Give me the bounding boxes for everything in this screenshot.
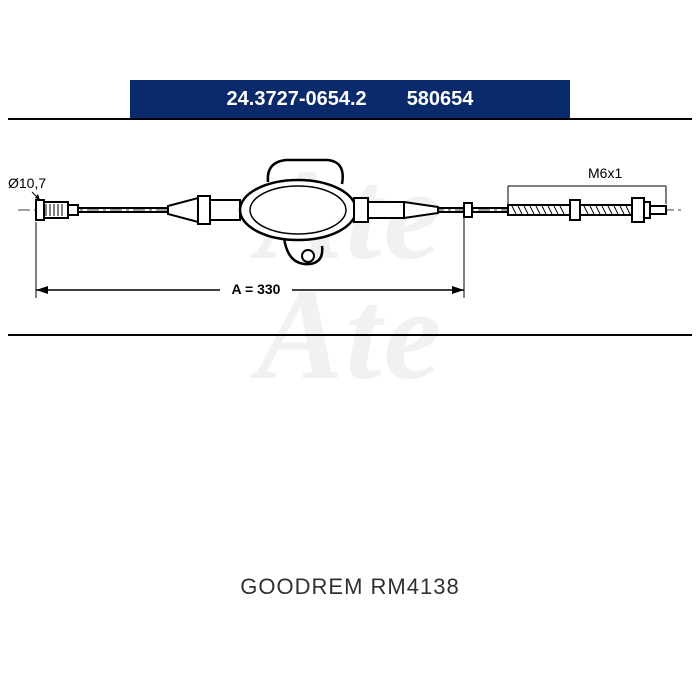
- left-diameter-label: Ø10,7: [8, 175, 46, 200]
- footer-caption: GOODREM RM4138: [0, 574, 700, 600]
- cable-diagram: Ø10,7 M6x1 A = 330: [8, 118, 692, 332]
- header-band: 24.3727-0654.2 580654: [130, 80, 570, 118]
- svg-text:A = 330: A = 330: [232, 281, 281, 297]
- boot-right-transition: [354, 198, 438, 222]
- dimension-a: A = 330: [36, 218, 464, 298]
- footer-brand: GOODREM: [240, 574, 363, 599]
- svg-text:M6x1: M6x1: [588, 165, 622, 181]
- drawing-canvas: Ate Ate 24.3727-0654.2 580654: [0, 0, 700, 700]
- footer-code: RM4138: [371, 574, 460, 599]
- part-number-secondary: 580654: [407, 88, 474, 111]
- svg-text:Ø10,7: Ø10,7: [8, 175, 46, 191]
- boot-left-transition: [168, 196, 210, 224]
- left-end-fitting: [36, 200, 78, 220]
- grommet: [210, 160, 356, 264]
- part-number-primary: 24.3727-0654.2: [227, 88, 367, 111]
